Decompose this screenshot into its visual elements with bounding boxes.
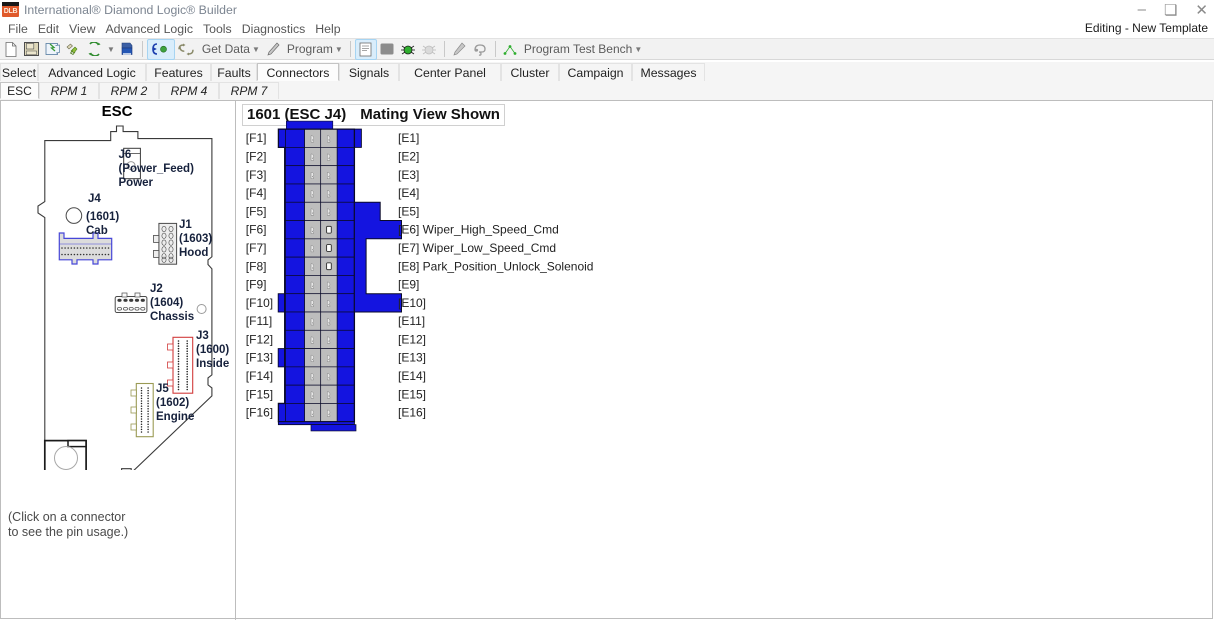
svg-text:[F2]: [F2] (246, 150, 267, 164)
svg-text:[E11]: [E11] (398, 314, 425, 328)
svg-text:[F8]: [F8] (246, 259, 267, 273)
svg-text:[E16]: [E16] (398, 406, 426, 420)
svg-text:[F5]: [F5] (246, 204, 267, 218)
svg-text:[E13]: [E13] (398, 351, 426, 365)
svg-text:[F14]: [F14] (246, 369, 273, 383)
svg-text:(1601): (1601) (86, 211, 119, 223)
svg-text:[E7] Wiper_Low_Speed_Cmd: [E7] Wiper_Low_Speed_Cmd (398, 241, 556, 255)
svg-text:[F10]: [F10] (246, 296, 273, 310)
svg-text:[E14]: [E14] (398, 369, 426, 383)
svg-text:[E3]: [E3] (398, 168, 419, 182)
svg-text:Hood: Hood (179, 247, 208, 259)
svg-text:[F9]: [F9] (246, 278, 267, 292)
svg-text:[E8] Park_Position_Unlock_Sole: [E8] Park_Position_Unlock_Solenoid (398, 259, 593, 273)
svg-text:J2: J2 (150, 283, 163, 295)
svg-text:(1603): (1603) (179, 233, 212, 245)
svg-text:[F16]: [F16] (246, 406, 273, 420)
svg-text:[E15]: [E15] (398, 387, 426, 401)
svg-text:ESC: ESC (102, 103, 133, 120)
svg-text:[E9]: [E9] (398, 278, 419, 292)
svg-text:(1600): (1600) (196, 344, 229, 356)
svg-text:[F7]: [F7] (246, 241, 267, 255)
svg-text:J4: J4 (88, 193, 101, 205)
svg-text:[F4]: [F4] (246, 186, 267, 200)
svg-text:(Power_Feed): (Power_Feed) (119, 163, 195, 175)
svg-text:[F6]: [F6] (246, 223, 267, 237)
svg-text:[E6] Wiper_High_Speed_Cmd: [E6] Wiper_High_Speed_Cmd (398, 223, 559, 237)
svg-text:[F13]: [F13] (246, 351, 273, 365)
svg-text:Engine: Engine (156, 411, 194, 423)
svg-text:(1602): (1602) (156, 397, 189, 409)
svg-text:[F3]: [F3] (246, 168, 267, 182)
svg-text:[F15]: [F15] (246, 387, 273, 401)
svg-text:[E10]: [E10] (398, 296, 426, 310)
svg-text:J1: J1 (179, 219, 192, 231)
svg-text:[E4]: [E4] (398, 186, 419, 200)
svg-text:[E12]: [E12] (398, 332, 426, 346)
svg-text:Cab: Cab (86, 225, 108, 237)
svg-text:Power: Power (119, 177, 154, 189)
svg-text:(1604): (1604) (150, 297, 183, 309)
svg-text:[F11]: [F11] (246, 314, 272, 328)
svg-text:J6: J6 (119, 149, 132, 161)
svg-text:J3: J3 (196, 330, 209, 342)
svg-text:[E2]: [E2] (398, 150, 419, 164)
svg-text:Inside: Inside (196, 358, 229, 370)
svg-text:Chassis: Chassis (150, 311, 194, 323)
svg-text:[E5]: [E5] (398, 204, 419, 218)
svg-text:[F12]: [F12] (246, 332, 273, 346)
svg-text:[E1]: [E1] (398, 131, 419, 145)
svg-text:J5: J5 (156, 383, 169, 395)
svg-text:[F1]: [F1] (246, 131, 267, 145)
